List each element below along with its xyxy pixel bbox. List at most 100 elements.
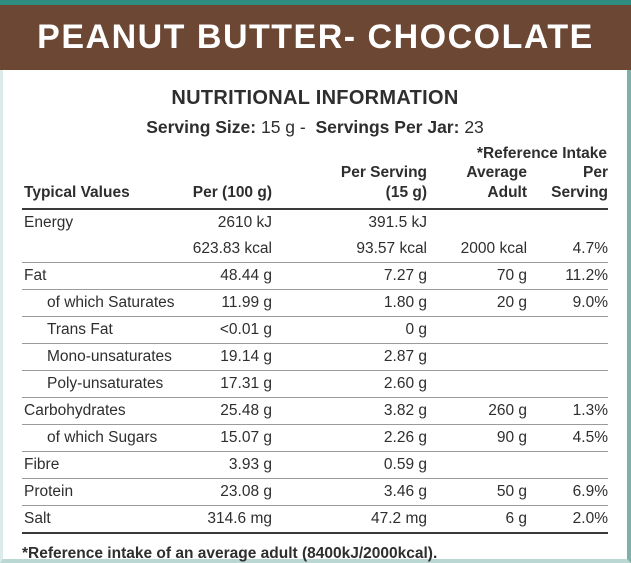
average-adult-header-line2: Adult (487, 184, 528, 201)
reference-intake-percent-value (527, 209, 608, 236)
label-content: NUTRITIONAL INFORMATION Serving Size: 15… (0, 70, 631, 563)
per-100g-value: 19.14 g (220, 348, 272, 365)
reference-intake-percent-value: 4.7% (572, 240, 609, 257)
per-100g-value: <0.01 g (219, 321, 272, 338)
table-row: of which Sugars 15.07 g 2.26 g 90 g 4.5% (22, 425, 609, 452)
per-100g-value: 15.07 g (220, 429, 272, 446)
table-row: Protein 23.08 g 3.46 g 50 g 6.9% (22, 479, 609, 506)
servings-per-jar-label: Servings Per Jar: (315, 117, 460, 137)
per-serving-value: 1.80 g (383, 294, 428, 311)
reference-intake-header: *Reference Intake (476, 145, 608, 162)
table-row: 623.83 kcal 93.57 kcal 2000 kcal 4.7% (22, 236, 609, 263)
average-adult-value (427, 317, 527, 344)
table-row: Mono-unsaturates 19.14 g 2.87 g (22, 344, 609, 371)
row-label: Poly-unsaturates (47, 375, 164, 392)
nutrition-table-header: *Reference Intake Typical Values Per (10… (22, 143, 609, 210)
reference-intake-percent-value: 6.9% (572, 483, 609, 500)
product-banner: PEANUT BUTTER- CHOCOLATE (0, 5, 631, 70)
reference-intake-percent-value: 4.5% (572, 429, 609, 446)
column-header-typical-values: Typical Values (22, 163, 188, 210)
table-row: Fat 48.44 g 7.27 g 70 g 11.2% (22, 263, 609, 290)
per-serving-value: 3.82 g (383, 402, 428, 419)
average-adult-header-line1: Average (466, 164, 528, 181)
row-label: Salt (24, 510, 51, 527)
ri-per-serving-header-line2: Serving (551, 184, 609, 201)
average-adult-value: 50 g (496, 483, 528, 500)
average-adult-value: 90 g (496, 429, 528, 446)
reference-intake-percent-value: 9.0% (572, 294, 609, 311)
per-100g-value: 314.6 mg (207, 510, 272, 527)
column-headers-row: Typical Values Per (100 g) Per Serving (… (22, 163, 609, 210)
per-serving-header-line1: Per Serving (340, 164, 428, 181)
table-row: Poly-unsaturates 17.31 g 2.60 g (22, 371, 609, 398)
reference-intake-percent-value (527, 344, 608, 371)
table-row: Energy 2610 kJ 391.5 kJ (22, 209, 608, 236)
per-100g-value: 23.08 g (220, 483, 272, 500)
per-100g-value: 2610 kJ (217, 214, 272, 231)
per-100g-value: 25.48 g (220, 402, 272, 419)
average-adult-value: 20 g (496, 294, 528, 311)
row-label: Mono-unsaturates (47, 348, 172, 365)
reference-intake-percent-value: 2.0% (572, 510, 609, 527)
nutrition-table: *Reference Intake Typical Values Per (10… (22, 143, 609, 534)
row-label: Fat (24, 267, 47, 284)
serving-size-value: 15 g (260, 117, 296, 137)
per-100g-value: 48.44 g (220, 267, 272, 284)
per-100g-value: 11.99 g (221, 294, 272, 311)
ri-per-serving-header-line1: Per (583, 164, 609, 181)
row-label (22, 236, 188, 263)
per-100g-value: 3.93 g (228, 456, 272, 473)
table-row: Fibre 3.93 g 0.59 g (22, 452, 609, 479)
row-label: of which Sugars (47, 429, 158, 446)
nutrition-table-body: Energy 2610 kJ 391.5 kJ 623.83 kcal 93.57 kc… (22, 209, 609, 533)
average-adult-value: 260 g (488, 402, 528, 419)
reference-intake-percent-value (527, 317, 608, 344)
row-label: Carbohydrates (24, 402, 126, 419)
table-row: Trans Fat <0.01 g 0 g (22, 317, 609, 344)
per-serving-value: 2.87 g (383, 348, 428, 365)
table-row: Carbohydrates 25.48 g 3.82 g 260 g 1.3% (22, 398, 609, 425)
per-serving-value: 2.26 g (383, 429, 428, 446)
serving-size-label: Serving Size: (146, 117, 257, 137)
dash-separator: - (299, 117, 306, 137)
column-header-ri-per-serving: Per Serving (527, 163, 609, 210)
per-serving-value: 93.57 kcal (356, 240, 428, 257)
product-title: PEANUT BUTTER- CHOCOLATE (37, 18, 594, 56)
per-serving-header-line2: (15 g) (385, 184, 428, 201)
row-label: Protein (24, 483, 74, 500)
average-adult-value (427, 371, 527, 398)
average-adult-value (427, 452, 527, 479)
column-header-per-serving: Per Serving (15 g) (272, 163, 428, 210)
per-serving-value: 391.5 kJ (368, 214, 428, 231)
servings-per-jar-value: 23 (464, 117, 484, 137)
per-serving-value: 7.27 g (383, 267, 428, 284)
average-adult-value (427, 344, 527, 371)
row-label: of which Saturates (47, 294, 175, 311)
reference-intake-percent-value (527, 452, 608, 479)
nutritional-information-heading: NUTRITIONAL INFORMATION (171, 87, 459, 109)
reference-intake-percent-value: 11.2% (565, 267, 609, 284)
reference-intake-percent-value: 1.3% (572, 402, 609, 419)
column-header-average-adult: Average Adult (427, 163, 528, 210)
average-adult-value: 2000 kcal (460, 240, 528, 257)
per-serving-value: 2.60 g (383, 375, 428, 392)
row-label: Energy (24, 214, 74, 231)
average-adult-value: 6 g (505, 510, 528, 527)
average-adult-value: 70 g (496, 267, 528, 284)
header-spacer (22, 143, 427, 163)
reference-intake-percent-value (527, 371, 608, 398)
table-row: of which Saturates 11.99 g 1.80 g 20 g 9.0% (22, 290, 609, 317)
per-100g-value: 17.31 g (220, 375, 272, 392)
top-accent-strip (0, 0, 631, 5)
column-header-per-100g: Per (100 g) (188, 163, 272, 210)
per-serving-value: 0 g (405, 321, 428, 338)
row-label: Trans Fat (47, 321, 113, 338)
per-serving-value: 3.46 g (383, 483, 428, 500)
reference-intake-row: *Reference Intake (22, 143, 608, 163)
per-serving-value: 47.2 mg (371, 510, 428, 527)
row-label: Fibre (24, 456, 60, 473)
reference-intake-footnote: *Reference intake of an average adult (8… (22, 545, 438, 562)
table-row: Salt 314.6 mg 47.2 mg 6 g 2.0% (22, 506, 609, 533)
average-adult-value (427, 209, 527, 236)
